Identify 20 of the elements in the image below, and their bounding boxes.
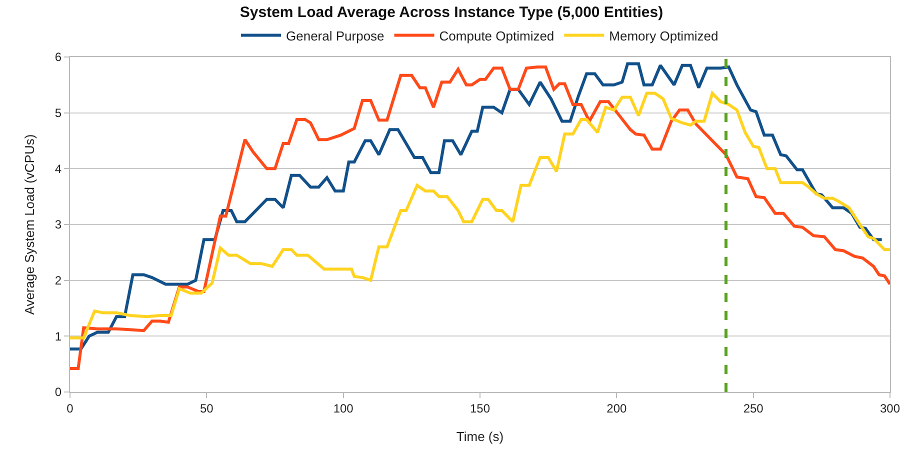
legend-label: Compute Optimized	[439, 28, 554, 44]
y-tick-label: 4	[54, 162, 62, 176]
x-tick-label: 250	[743, 401, 764, 416]
y-tick-label: 2	[54, 274, 62, 288]
y-axis-title: Average System Load (vCPUs)	[22, 134, 37, 315]
x-tick-label: 200	[606, 401, 627, 416]
y-tick-label: 1	[54, 329, 62, 344]
x-tick-label: 0	[66, 401, 74, 416]
chart-title: System Load Average Across Instance Type (5,000 Entities)	[240, 4, 664, 22]
x-axis-title: Time (s)	[456, 429, 504, 444]
y-tick-label: 0	[54, 385, 62, 400]
legend-label: Memory Optimized	[609, 28, 718, 44]
y-tick-label: 3	[54, 218, 62, 232]
x-tick-label: 50	[200, 401, 214, 416]
x-tick-label: 150	[470, 401, 490, 416]
x-tick-label: 100	[333, 401, 354, 416]
y-tick-label: 5	[54, 106, 62, 120]
x-tick-label: 300	[880, 401, 900, 416]
legend-label: General Purpose	[286, 28, 384, 44]
y-tick-label: 6	[54, 50, 62, 64]
